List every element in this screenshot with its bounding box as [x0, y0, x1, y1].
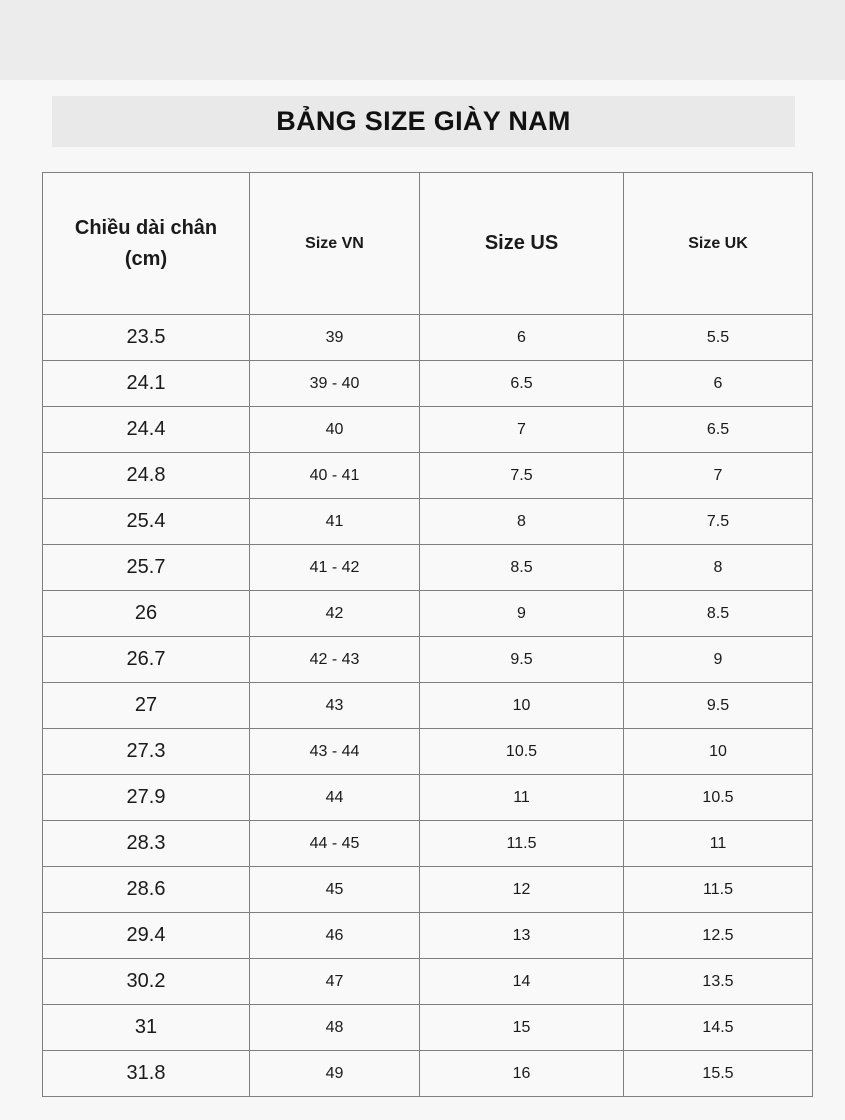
top-band [0, 0, 845, 80]
cell-foot-length-cm: 24.4 [42, 406, 250, 453]
cell-size-us: 6 [419, 314, 624, 361]
table-row: 27 43 10 9.5 [42, 682, 813, 729]
cell-foot-length-cm: 24.1 [42, 360, 250, 407]
cell-size-vn: 47 [249, 958, 420, 1005]
cell-size-vn: 41 - 42 [249, 544, 420, 591]
cell-foot-length-cm: 27.9 [42, 774, 250, 821]
table-row: 25.4 41 8 7.5 [42, 498, 813, 545]
cell-size-uk: 5.5 [623, 314, 813, 361]
table-row: 31.8 49 16 15.5 [42, 1050, 813, 1097]
cell-size-vn: 44 [249, 774, 420, 821]
cell-foot-length-cm: 28.3 [42, 820, 250, 867]
cell-size-uk: 6 [623, 360, 813, 407]
table-row: 24.4 40 7 6.5 [42, 406, 813, 453]
cell-size-vn: 41 [249, 498, 420, 545]
column-header-size-uk: Size UK [623, 172, 813, 315]
cell-size-uk: 11.5 [623, 866, 813, 913]
cell-size-us: 8.5 [419, 544, 624, 591]
cell-size-us: 9 [419, 590, 624, 637]
cell-size-vn: 39 [249, 314, 420, 361]
table-row: 27.3 43 - 44 10.5 10 [42, 728, 813, 775]
header-row: Chiều dài chân (cm) Size VN Size US Size… [42, 172, 813, 315]
cell-foot-length-cm: 28.6 [42, 866, 250, 913]
table-row: 24.1 39 - 40 6.5 6 [42, 360, 813, 407]
cell-size-us: 7.5 [419, 452, 624, 499]
cell-foot-length-cm: 25.7 [42, 544, 250, 591]
cell-size-vn: 46 [249, 912, 420, 959]
cell-size-uk: 12.5 [623, 912, 813, 959]
cell-size-uk: 13.5 [623, 958, 813, 1005]
cell-foot-length-cm: 29.4 [42, 912, 250, 959]
cell-size-vn: 39 - 40 [249, 360, 420, 407]
cell-size-us: 14 [419, 958, 624, 1005]
cell-foot-length-cm: 27.3 [42, 728, 250, 775]
table-row: 28.6 45 12 11.5 [42, 866, 813, 913]
table-row: 31 48 15 14.5 [42, 1004, 813, 1051]
cell-size-us: 11 [419, 774, 624, 821]
column-header-size-vn: Size VN [249, 172, 420, 315]
table-row: 28.3 44 - 45 11.5 11 [42, 820, 813, 867]
table-row: 29.4 46 13 12.5 [42, 912, 813, 959]
cell-size-vn: 43 - 44 [249, 728, 420, 775]
cell-size-us: 10.5 [419, 728, 624, 775]
cell-size-us: 13 [419, 912, 624, 959]
cell-size-uk: 9 [623, 636, 813, 683]
title-box: BẢNG SIZE GIÀY NAM [52, 96, 795, 147]
column-header-size-us: Size US [419, 172, 624, 315]
cell-size-uk: 9.5 [623, 682, 813, 729]
cell-size-vn: 43 [249, 682, 420, 729]
table-row: 26.7 42 - 43 9.5 9 [42, 636, 813, 683]
size-table-body: 23.5 39 6 5.5 24.1 39 - 40 6.5 6 24.4 40 7 6.5 24.8 4… [42, 314, 813, 1097]
table-row: 27.9 44 11 10.5 [42, 774, 813, 821]
cell-size-us: 11.5 [419, 820, 624, 867]
cell-size-uk: 6.5 [623, 406, 813, 453]
cell-size-vn: 42 - 43 [249, 636, 420, 683]
cell-size-us: 6.5 [419, 360, 624, 407]
cell-size-vn: 49 [249, 1050, 420, 1097]
cell-size-uk: 8.5 [623, 590, 813, 637]
table-row: 25.7 41 - 42 8.5 8 [42, 544, 813, 591]
table-row: 23.5 39 6 5.5 [42, 314, 813, 361]
cell-size-us: 12 [419, 866, 624, 913]
cell-size-uk: 7.5 [623, 498, 813, 545]
cell-size-us: 16 [419, 1050, 624, 1097]
cell-size-uk: 14.5 [623, 1004, 813, 1051]
cell-size-uk: 15.5 [623, 1050, 813, 1097]
cell-size-uk: 8 [623, 544, 813, 591]
cell-foot-length-cm: 26 [42, 590, 250, 637]
cell-size-vn: 42 [249, 590, 420, 637]
cell-size-uk: 11 [623, 820, 813, 867]
cell-size-us: 7 [419, 406, 624, 453]
cell-size-vn: 48 [249, 1004, 420, 1051]
cell-size-uk: 10 [623, 728, 813, 775]
table-row: 30.2 47 14 13.5 [42, 958, 813, 1005]
cell-foot-length-cm: 26.7 [42, 636, 250, 683]
cell-foot-length-cm: 31.8 [42, 1050, 250, 1097]
cell-size-us: 8 [419, 498, 624, 545]
cell-size-uk: 10.5 [623, 774, 813, 821]
page-title: BẢNG SIZE GIÀY NAM [276, 106, 571, 136]
cell-size-us: 10 [419, 682, 624, 729]
cell-size-vn: 45 [249, 866, 420, 913]
cell-foot-length-cm: 23.5 [42, 314, 250, 361]
cell-size-vn: 40 [249, 406, 420, 453]
cell-foot-length-cm: 27 [42, 682, 250, 729]
cell-size-uk: 7 [623, 452, 813, 499]
cell-foot-length-cm: 31 [42, 1004, 250, 1051]
column-header-foot-length-cm: Chiều dài chân (cm) [42, 172, 250, 315]
cell-size-vn: 40 - 41 [249, 452, 420, 499]
table-row: 26 42 9 8.5 [42, 590, 813, 637]
cell-foot-length-cm: 25.4 [42, 498, 250, 545]
cell-size-us: 9.5 [419, 636, 624, 683]
cell-size-us: 15 [419, 1004, 624, 1051]
cell-foot-length-cm: 24.8 [42, 452, 250, 499]
cell-foot-length-cm: 30.2 [42, 958, 250, 1005]
cell-size-vn: 44 - 45 [249, 820, 420, 867]
size-chart-table: Chiều dài chân (cm) Size VN Size US Size… [42, 172, 813, 1097]
table-row: 24.8 40 - 41 7.5 7 [42, 452, 813, 499]
